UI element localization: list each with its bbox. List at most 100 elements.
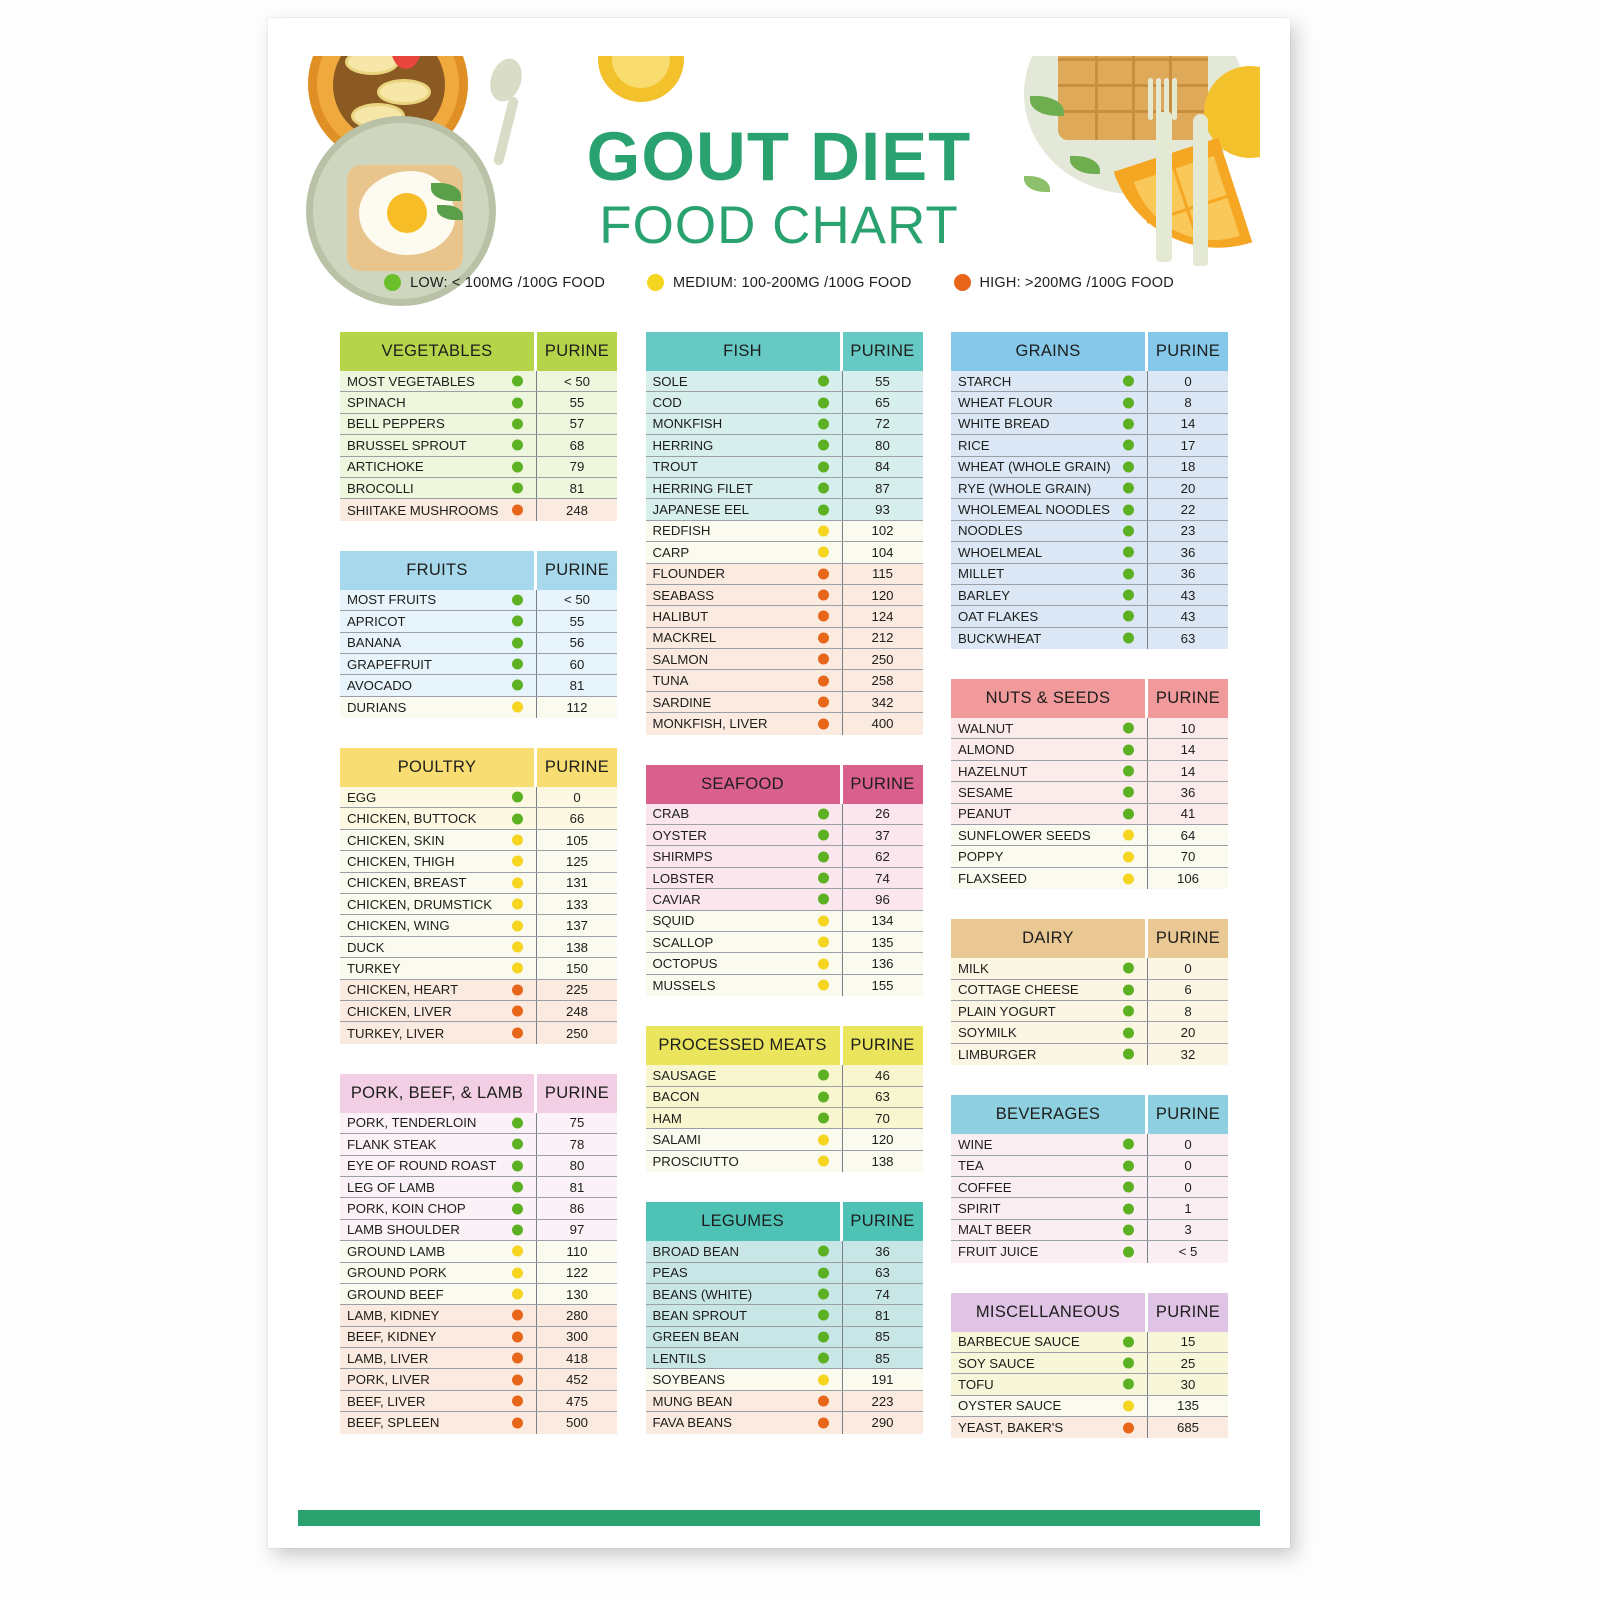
table-row: CRAB 26: [645, 803, 923, 826]
table-header-fish: FISH PURINE: [645, 332, 923, 371]
food-name-label: SEABASS: [652, 587, 715, 603]
purine-level-low-icon: [512, 615, 523, 627]
table-row: DURIANS 112: [340, 696, 617, 719]
purine-value-cell: < 50: [563, 373, 591, 389]
table-row: PEAS 63: [645, 1262, 923, 1284]
table-row: TURKEY, LIVER 250: [340, 1022, 617, 1044]
header-divider: [839, 332, 843, 371]
food-name-cell: CAVIAR: [646, 889, 842, 909]
purine-value-cell: 138: [565, 939, 588, 955]
purine-value-cell: 36: [1180, 566, 1196, 582]
food-name-cell: BANANA: [340, 633, 536, 653]
purine-value-cell: 80: [875, 437, 890, 453]
column-divider: [841, 584, 843, 606]
food-name-label: SCALLOP: [652, 934, 714, 950]
food-name-cell: JAPANESE EEL: [646, 499, 842, 519]
food-name-cell: REDFISH: [646, 521, 842, 541]
column-divider: [841, 1283, 843, 1305]
purine-value-cell: 418: [565, 1350, 588, 1366]
purine-level-medium-icon: [1123, 829, 1134, 841]
column-divider: [1147, 1155, 1148, 1176]
header-divider: [1145, 919, 1148, 959]
table-column-2: FISH PURINE SOLE 55 COD 65 MONKFISH 72 HERRING 80…: [645, 332, 923, 1464]
purine-level-low-icon: [1123, 984, 1134, 996]
table-row: BRUSSEL SPROUT 68: [340, 435, 617, 457]
food-name-label: HAZELNUT: [958, 763, 1028, 779]
table-row: HALIBUT 124: [645, 606, 923, 628]
purine-value-cell: 14: [1180, 742, 1196, 758]
food-name-label: FLOUNDER: [652, 566, 726, 582]
column-divider: [536, 413, 537, 435]
purine-level-low-icon: [817, 1267, 829, 1279]
table-header-purine: PURINE: [842, 1026, 923, 1066]
food-name-label: MACKREL: [652, 630, 717, 646]
food-name-cell: ALMOND: [951, 739, 1147, 759]
purine-value-cell: 20: [1180, 1025, 1196, 1041]
food-name-label: SPINACH: [347, 395, 406, 411]
spoon-icon: [484, 56, 528, 106]
food-name-cell: GREEN BEAN: [646, 1327, 842, 1347]
purine-value-cell: 212: [871, 630, 894, 646]
food-name-cell: LAMB, KIDNEY: [340, 1305, 536, 1325]
purine-level-low-icon: [1123, 744, 1134, 756]
food-name-cell: LAMB, LIVER: [340, 1348, 536, 1368]
food-name-label: BACON: [652, 1089, 700, 1105]
table-row: LAMB, KIDNEY 280: [340, 1305, 617, 1327]
food-name-cell: RICE: [951, 435, 1147, 455]
header-divider: [839, 1026, 843, 1066]
column-divider: [841, 1348, 843, 1369]
purine-level-low-icon: [512, 418, 523, 430]
purine-level-low-icon: [1123, 1181, 1134, 1193]
food-name-label: BROCOLLI: [347, 480, 414, 496]
food-name-label: BARLEY: [958, 587, 1011, 603]
column-divider: [536, 851, 537, 872]
food-name-label: PROSCIUTTO: [652, 1153, 739, 1169]
food-name-cell: DURIANS: [340, 697, 536, 718]
food-name-label: DURIANS: [347, 699, 407, 715]
column-divider: [1147, 392, 1148, 413]
purine-value-cell: 37: [875, 827, 890, 843]
table-row: SESAME 36: [951, 782, 1228, 804]
purine-level-high-icon: [512, 1027, 523, 1039]
table-header-purine: PURINE: [842, 1202, 923, 1242]
purine-value-cell: 81: [569, 1179, 585, 1195]
purine-value-cell: 223: [871, 1393, 894, 1409]
column-divider: [1147, 1417, 1148, 1439]
purine-level-low-icon: [1123, 1224, 1134, 1236]
table-row: EYE OF ROUND ROAST 80: [340, 1155, 617, 1177]
column-divider: [841, 1262, 843, 1283]
purine-value-cell: 36: [1180, 544, 1196, 560]
purine-level-medium-icon: [512, 855, 523, 867]
food-name-label: BEEF, LIVER: [347, 1393, 426, 1409]
food-name-cell: MILLET: [951, 564, 1147, 584]
tables-grid: VEGETABLES PURINE MOST VEGETABLES < 50 SPINA…: [340, 332, 1228, 1468]
table-row: CHICKEN, HEART 225: [340, 979, 617, 1001]
purine-value-cell: 55: [875, 373, 890, 389]
header-divider: [534, 332, 537, 371]
purine-value-cell: 86: [569, 1201, 585, 1217]
table-row: HAM 70: [645, 1107, 923, 1130]
banana-slice-icon: [345, 56, 399, 75]
food-name-label: WALNUT: [958, 720, 1014, 736]
food-name-cell: PORK, LIVER: [340, 1369, 536, 1389]
purine-value-cell: 23: [1180, 523, 1196, 539]
food-name-label: HERRING: [652, 437, 714, 453]
table-column-1: VEGETABLES PURINE MOST VEGETABLES < 50 SPINA…: [340, 332, 617, 1464]
food-name-label: LAMB SHOULDER: [347, 1222, 460, 1238]
food-name-label: SARDINE: [652, 694, 712, 710]
table-header-poultry: POULTRY PURINE: [340, 748, 617, 788]
column-divider: [536, 936, 537, 958]
food-name-cell: NOODLES: [951, 521, 1147, 541]
table-grains: GRAINS PURINE STARCH 0 WHEAT FLOUR 8 WHITE BRE…: [951, 332, 1228, 650]
table-row: SOYBEANS 191: [645, 1369, 923, 1391]
table-row: JAPANESE EEL 93: [645, 499, 923, 521]
header-divider: [1145, 679, 1148, 719]
purine-value-cell: 191: [871, 1372, 894, 1388]
food-name-label: MOST FRUITS: [347, 592, 437, 608]
table-row: SAUSAGE 46: [645, 1065, 923, 1087]
purine-level-high-icon: [512, 504, 523, 516]
column-divider: [536, 1134, 537, 1155]
purine-level-low-icon: [512, 375, 523, 387]
table-row: HAZELNUT 14: [951, 760, 1228, 783]
table-row: SARDINE 342: [645, 691, 923, 714]
